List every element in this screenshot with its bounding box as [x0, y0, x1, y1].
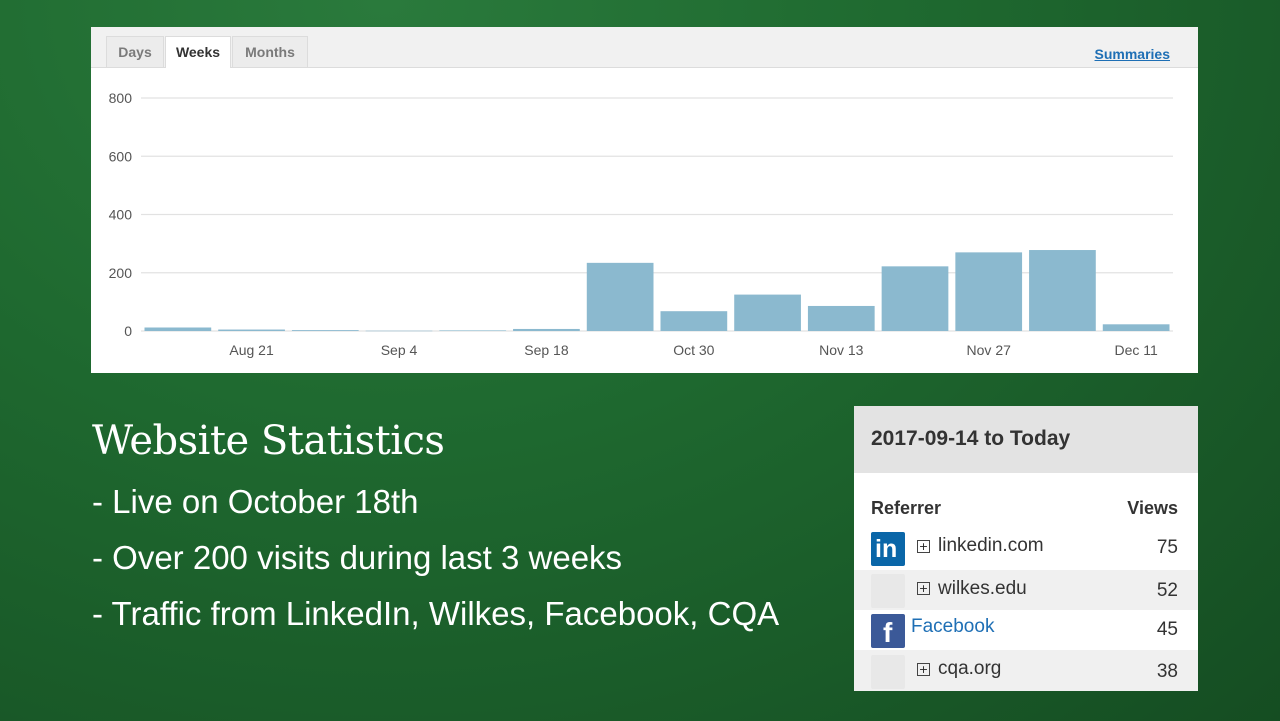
facebook-icon: f — [871, 614, 905, 648]
expand-icon[interactable]: + — [917, 582, 930, 595]
referrer-views: 38 — [1156, 661, 1178, 682]
referrer-panel: 2017-09-14 to Today Referrer Views in + … — [854, 406, 1198, 691]
bar — [881, 266, 949, 331]
stats-chart-panel: Days Weeks Months Summaries 0 200 400 600 80… — [91, 27, 1198, 373]
bar — [513, 328, 580, 331]
y-tick-label: 0 — [124, 323, 132, 339]
bar — [218, 329, 285, 331]
weekly-views-chart: 0 200 400 600 800 Aug 21 Sep 4 Sep 18 Oct 30 Nov … — [109, 90, 1173, 358]
bar — [291, 330, 359, 331]
tab-days[interactable]: Days — [106, 36, 164, 67]
tab-weeks[interactable]: Weeks — [165, 36, 231, 68]
bullet-visits: - Over 200 visits during last 3 weeks — [92, 539, 623, 576]
y-tick-label: 800 — [109, 90, 133, 106]
x-tick-label: Nov 13 — [819, 342, 864, 358]
bar — [144, 327, 212, 331]
bar — [439, 330, 507, 331]
referrer-link-facebook[interactable]: Facebook — [911, 616, 995, 637]
referrer-row-cqa: + cqa.org 38 — [854, 650, 1198, 691]
referrer-row-facebook: f Facebook 45 — [854, 610, 1198, 650]
bar — [660, 311, 728, 331]
x-tick-label: Aug 21 — [229, 342, 274, 358]
expand-icon[interactable]: + — [917, 663, 930, 676]
y-tick-label: 400 — [109, 207, 133, 223]
views-column-header: Views — [1127, 498, 1178, 518]
y-tick-label: 200 — [109, 265, 133, 281]
bar — [586, 262, 654, 331]
bar — [1029, 250, 1096, 331]
referrer-views: 45 — [1156, 619, 1178, 640]
period-tab-bar: Days Weeks Months Summaries — [91, 27, 1198, 68]
x-tick-label: Sep 18 — [524, 342, 569, 358]
bullet-live-date: - Live on October 18th — [92, 483, 419, 520]
referrer-header: 2017-09-14 to Today — [854, 406, 1198, 473]
bar — [1102, 324, 1170, 331]
summaries-link[interactable]: Summaries — [1094, 46, 1170, 62]
x-tick-label: Dec 11 — [1114, 342, 1158, 358]
blank-logo — [871, 574, 905, 608]
bar — [734, 294, 801, 331]
slide-title: Website Statistics — [92, 418, 445, 464]
bullet-traffic-sources: - Traffic from LinkedIn, Wilkes, Faceboo… — [92, 595, 780, 632]
x-tick-label: Nov 27 — [967, 342, 1012, 358]
x-tick-label: Sep 4 — [381, 342, 418, 358]
expand-icon[interactable]: + — [917, 540, 930, 553]
bar — [955, 252, 1023, 331]
bar — [807, 305, 875, 331]
blank-logo — [871, 655, 905, 689]
date-range-label: 2017-09-14 to Today — [871, 427, 1071, 450]
y-tick-label: 600 — [109, 148, 133, 164]
x-tick-label: Oct 30 — [673, 342, 714, 358]
referrer-name: cqa.org — [938, 658, 1002, 679]
referrer-column-header: Referrer — [871, 498, 942, 518]
referrer-name: wilkes.edu — [938, 578, 1027, 599]
referrer-name: linkedin.com — [938, 535, 1044, 556]
referrer-views: 52 — [1156, 580, 1178, 601]
referrer-row-wilkes: + wilkes.edu 52 — [854, 570, 1198, 610]
bar — [365, 330, 433, 332]
linkedin-icon: in — [871, 532, 905, 566]
referrer-views: 75 — [1156, 537, 1178, 558]
referrer-row-linkedin: in + linkedin.com 75 — [854, 528, 1198, 570]
tab-months[interactable]: Months — [232, 36, 308, 67]
